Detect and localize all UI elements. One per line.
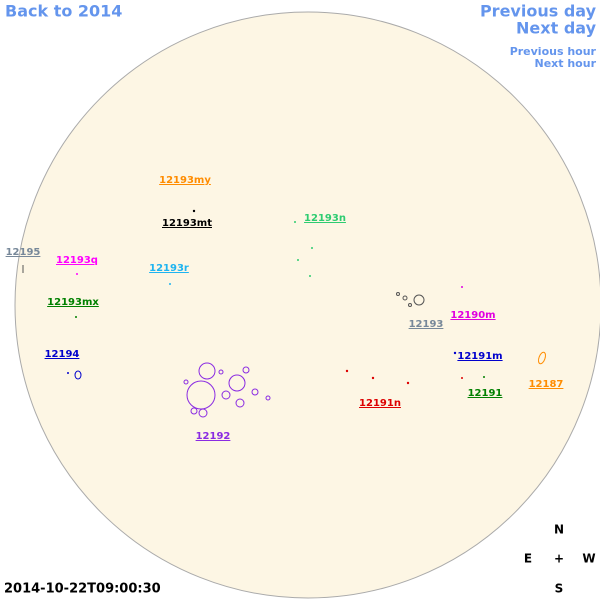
next-hour-link[interactable]: Next hour <box>535 57 597 70</box>
sunspots <box>22 209 546 418</box>
region-label[interactable]: 12187 <box>529 379 564 390</box>
compass-east: E <box>524 552 532 566</box>
solar-disk <box>14 11 600 599</box>
region-label[interactable]: 12192 <box>196 431 231 442</box>
region-label[interactable]: 12194 <box>45 349 80 360</box>
previous-day-link[interactable]: Previous day <box>480 2 597 21</box>
region-label[interactable]: 12193r <box>149 263 189 274</box>
region-label[interactable]: 12193q <box>56 255 98 266</box>
region-label[interactable]: 12191 <box>468 388 503 399</box>
compass-south: S <box>555 582 564 596</box>
region-label[interactable]: 12193 <box>409 319 444 330</box>
region-label[interactable]: 12193n <box>304 213 346 224</box>
compass-center: + <box>554 552 564 566</box>
region-label[interactable]: 12191m <box>457 351 502 362</box>
region-label[interactable]: 12195 <box>6 247 41 258</box>
region-label[interactable]: 12193mt <box>162 218 212 229</box>
compass-north: N <box>554 523 564 537</box>
region-label[interactable]: 12193my <box>159 175 211 186</box>
back-link[interactable]: Back to 2014 <box>5 2 122 21</box>
region-label[interactable]: 12191n <box>359 398 401 409</box>
region-label[interactable]: 12190m <box>450 310 495 321</box>
previous-hour-link[interactable]: Previous hour <box>510 45 597 58</box>
compass-west: W <box>582 552 595 566</box>
timestamp: 2014-10-22T09:00:30 <box>4 582 161 597</box>
next-day-link[interactable]: Next day <box>516 19 597 38</box>
region-label[interactable]: 12193mx <box>47 297 99 308</box>
